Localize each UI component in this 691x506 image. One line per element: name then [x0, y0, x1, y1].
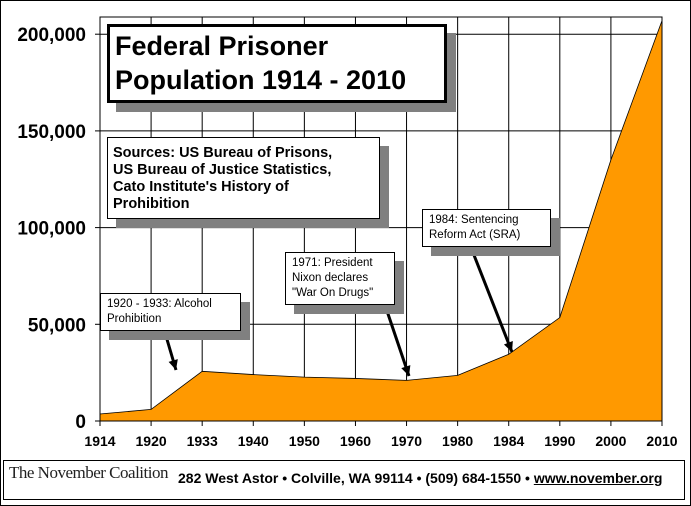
x-tick-label: 2010	[646, 433, 677, 449]
sources-line3: Cato Institute's History of	[113, 179, 289, 195]
annotation-text: Reform Act (SRA)	[429, 229, 521, 241]
y-tick-label: 0	[75, 412, 86, 433]
annotation-text: 1984: Sentencing	[429, 214, 519, 226]
annotation-prohibition: 1920 - 1933: Alcohol Prohibition	[100, 293, 241, 331]
november-coalition-logo: The November Coalition	[9, 463, 168, 482]
annotation-sentencing-reform: 1984: Sentencing Reform Act (SRA)	[422, 209, 551, 247]
arrow-sentencing-reform	[470, 249, 514, 353]
annotation-text: Nixon declares	[292, 272, 369, 284]
arrow-prohibition-head	[168, 359, 178, 370]
x-tick-label: 1990	[544, 433, 575, 449]
x-tick-label: 1914	[84, 433, 115, 449]
y-tick-label: 100,000	[17, 219, 86, 240]
arrow-war-on-drugs-head	[401, 365, 411, 376]
x-tick-label: 2000	[595, 433, 626, 449]
arrow-sentencing-reform-head	[503, 341, 513, 352]
annotation-text: 1920 - 1933: Alcohol	[107, 298, 212, 310]
annotation-war-on-drugs: 1971: President Nixon declares "War On D…	[285, 252, 395, 305]
sources-line2: US Bureau of Justice Statistics,	[113, 162, 332, 178]
y-tick-label: 50,000	[28, 315, 86, 336]
x-tick-label: 1984	[493, 433, 524, 449]
annotation-text: "War On Drugs"	[292, 287, 374, 299]
chart-title-box: Federal Prisoner Population 1914 - 2010	[107, 24, 447, 103]
y-tick-label: 150,000	[17, 122, 86, 143]
annotation-text: 1971: President	[292, 257, 373, 269]
x-tick-label: 1933	[187, 433, 218, 449]
sources-box: Sources: US Bureau of Prisons, US Bureau…	[107, 137, 380, 219]
footer-address: 282 West Astor • Colville, WA 99114 • (5…	[178, 470, 534, 486]
footer-contact: 282 West Astor • Colville, WA 99114 • (5…	[178, 470, 662, 486]
annotation-text: Prohibition	[107, 313, 162, 325]
x-tick-label: 1980	[442, 433, 473, 449]
x-tick-label: 1970	[391, 433, 422, 449]
x-tick-label: 1950	[289, 433, 320, 449]
x-tick-label: 1960	[340, 433, 371, 449]
arrow-war-on-drugs	[384, 307, 411, 377]
area-series	[99, 20, 663, 422]
chart-title-line1: Federal Prisoner	[115, 31, 329, 61]
sources-line1: Sources: US Bureau of Prisons,	[113, 145, 333, 161]
y-tick-label: 200,000	[17, 25, 86, 46]
sources-line4: Prohibition	[113, 196, 190, 212]
footer-url-link[interactable]: www.november.org	[533, 470, 663, 486]
chart-title-line2: Population 1914 - 2010	[115, 65, 407, 95]
x-tick-label: 1940	[238, 433, 269, 449]
footer-box	[3, 460, 685, 500]
x-tick-label: 1920	[136, 433, 167, 449]
